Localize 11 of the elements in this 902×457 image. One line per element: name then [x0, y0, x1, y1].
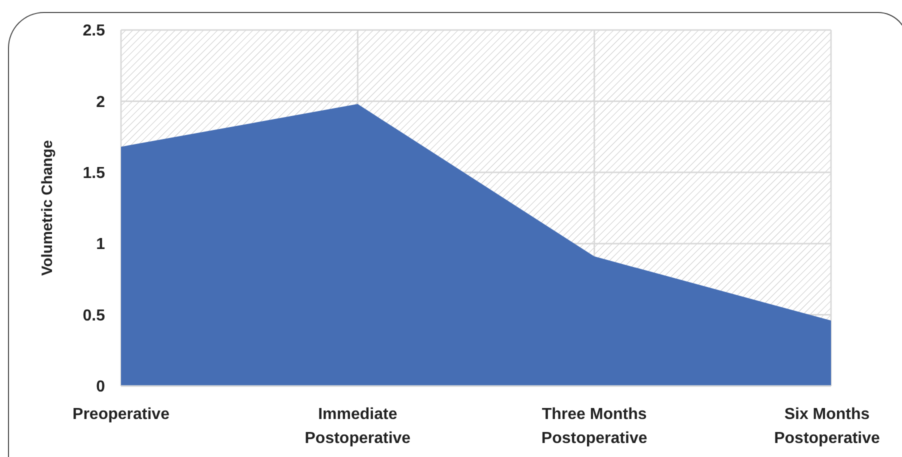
x-tick-label: Six Months Postoperative: [774, 406, 880, 447]
y-tick-label: 1.5: [82, 165, 106, 182]
y-tick-label: 2.5: [82, 22, 106, 40]
y-tick-label: 0.5: [82, 307, 106, 324]
x-tick-label: Three Months Postoperative: [541, 406, 648, 447]
y-axis-title: Volumetric Change: [39, 140, 56, 276]
y-tick-label: 2: [96, 94, 106, 111]
x-tick-label: Immediate Postoperative: [304, 406, 411, 447]
x-tick-label: Preoperative: [72, 406, 170, 423]
y-tick-label: 1: [96, 236, 106, 254]
y-tick-label: 0: [96, 378, 106, 396]
